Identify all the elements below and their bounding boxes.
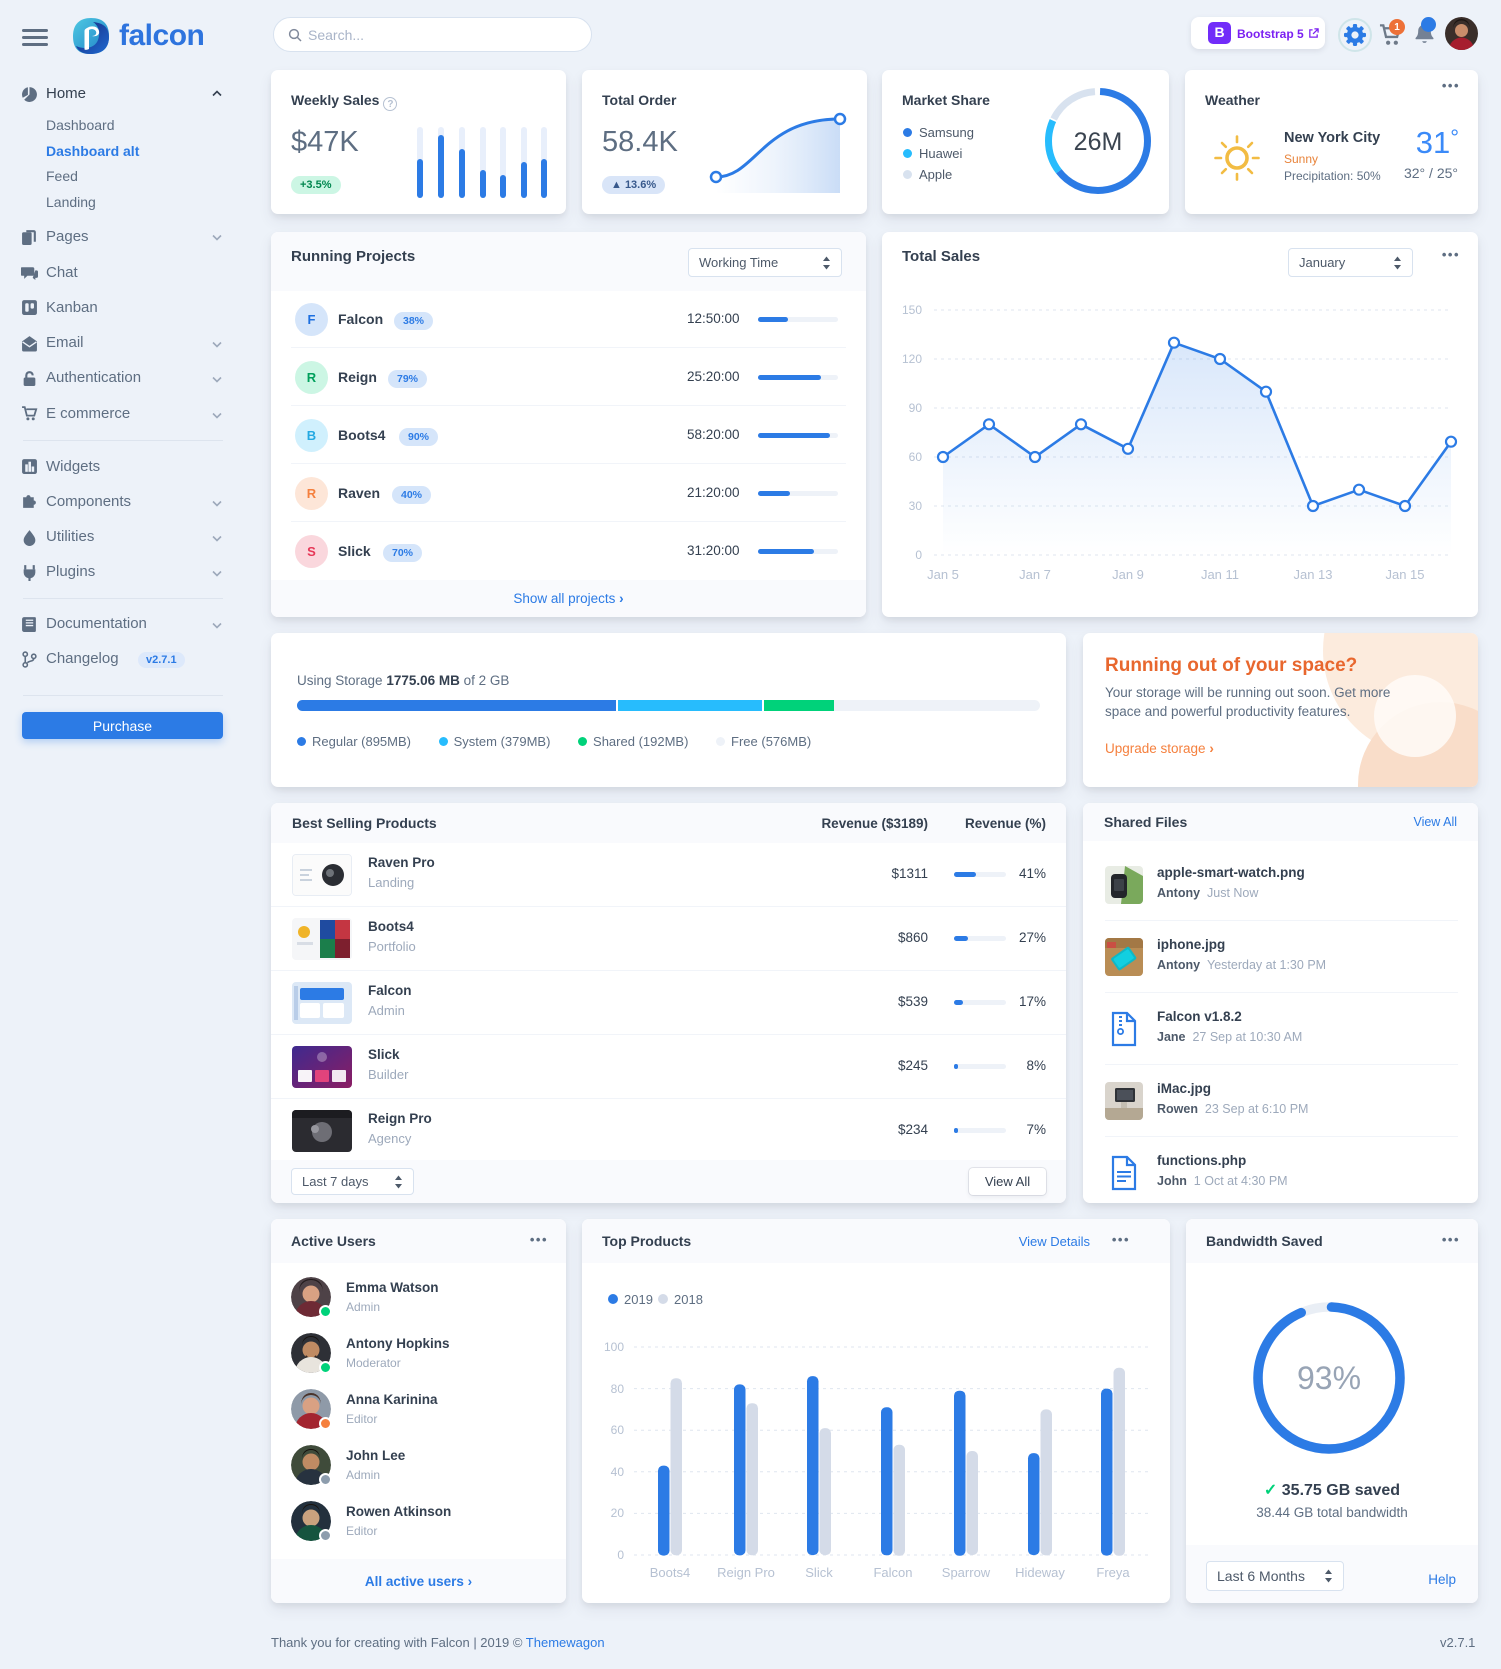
svg-text:Reign Pro: Reign Pro <box>717 1565 775 1580</box>
svg-text:60: 60 <box>909 450 923 464</box>
svg-text:0: 0 <box>617 1548 624 1562</box>
svg-text:Jan 11: Jan 11 <box>1201 567 1239 582</box>
svg-text:Jan 13: Jan 13 <box>1293 567 1332 582</box>
svg-text:Slick: Slick <box>805 1565 833 1580</box>
svg-text:Falcon: Falcon <box>873 1565 912 1580</box>
svg-text:Jan 5: Jan 5 <box>927 567 959 582</box>
svg-text:150: 150 <box>902 303 922 317</box>
svg-text:Sparrow: Sparrow <box>942 1565 991 1580</box>
svg-text:2018: 2018 <box>674 1292 703 1307</box>
svg-text:26M: 26M <box>1074 128 1123 156</box>
svg-text:93%: 93% <box>1297 1360 1361 1396</box>
svg-text:60: 60 <box>611 1423 625 1437</box>
svg-text:80: 80 <box>611 1382 625 1396</box>
svg-text:Jan 9: Jan 9 <box>1112 567 1144 582</box>
svg-text:0: 0 <box>915 548 922 562</box>
svg-text:100: 100 <box>604 1340 624 1354</box>
svg-text:30: 30 <box>909 499 923 513</box>
svg-text:Jan 15: Jan 15 <box>1385 567 1424 582</box>
svg-text:20: 20 <box>611 1506 625 1520</box>
svg-text:120: 120 <box>902 352 922 366</box>
svg-text:40: 40 <box>611 1465 625 1479</box>
svg-text:Jan 7: Jan 7 <box>1019 567 1051 582</box>
svg-text:90: 90 <box>909 401 923 415</box>
svg-text:Freya: Freya <box>1096 1565 1130 1580</box>
svg-text:2019: 2019 <box>624 1292 653 1307</box>
svg-text:Hideway: Hideway <box>1015 1565 1065 1580</box>
svg-text:Boots4: Boots4 <box>650 1565 690 1580</box>
